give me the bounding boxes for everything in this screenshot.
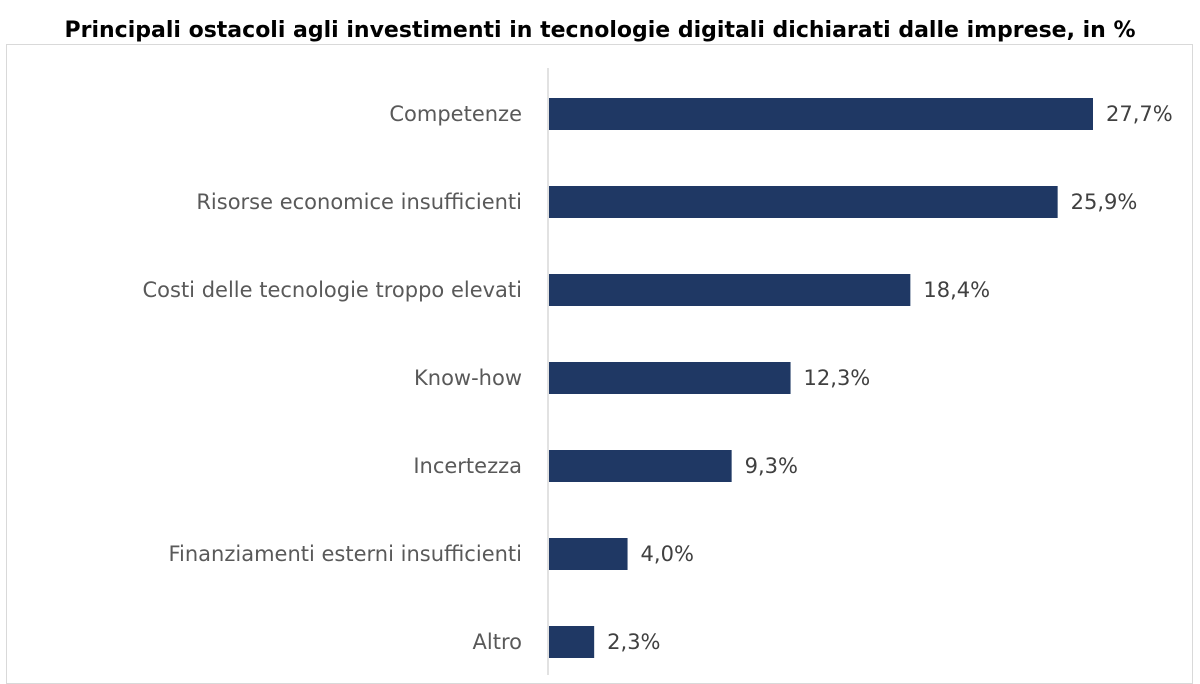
data-label: 2,3% <box>607 630 660 654</box>
bar <box>549 450 732 482</box>
bar <box>549 274 911 306</box>
data-label: 12,3% <box>804 366 871 390</box>
category-label: Know-how <box>414 366 522 390</box>
category-label: Altro <box>473 630 522 654</box>
bar <box>549 186 1058 218</box>
data-label: 9,3% <box>745 454 798 478</box>
category-label: Competenze <box>389 102 522 126</box>
category-label: Finanziamenti esterni insufficienti <box>168 542 522 566</box>
data-label: 4,0% <box>641 542 694 566</box>
data-label: 27,7% <box>1106 102 1173 126</box>
category-label: Risorse economice insufficienti <box>196 190 522 214</box>
bar <box>549 626 595 658</box>
category-label: Incertezza <box>413 454 522 478</box>
bar <box>549 362 791 394</box>
bars-group: Competenze 27,7% Risorse economice insuffi… <box>143 98 1173 658</box>
data-label: 18,4% <box>923 278 990 302</box>
chart-title: Principali ostacoli agli investimenti in… <box>64 18 1136 43</box>
bar <box>549 538 628 570</box>
bar <box>549 98 1093 130</box>
category-label: Costi delle tecnologie troppo elevati <box>143 278 523 302</box>
data-label: 25,9% <box>1071 190 1138 214</box>
